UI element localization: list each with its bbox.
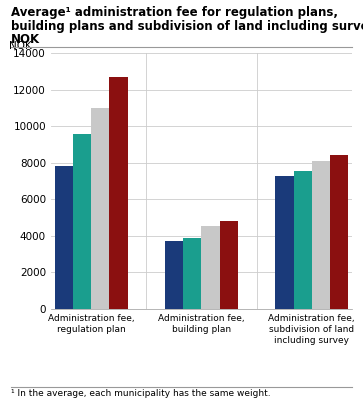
Bar [220, 221, 238, 309]
Bar [312, 161, 330, 309]
Text: ¹ In the average, each municipality has the same weight.: ¹ In the average, each municipality has … [11, 389, 270, 398]
Bar [109, 77, 127, 309]
Bar [201, 226, 220, 309]
Bar [330, 155, 348, 309]
Text: Average¹ administration fee for regulation plans,: Average¹ administration fee for regulati… [11, 6, 338, 19]
Bar [183, 238, 201, 309]
Bar [73, 133, 91, 309]
Text: NOK: NOK [11, 33, 40, 46]
Bar [276, 176, 294, 309]
Text: NOK: NOK [9, 40, 31, 51]
Bar [55, 166, 73, 309]
Text: building plans and subdivision of land including survey.: building plans and subdivision of land i… [11, 20, 363, 33]
Bar [91, 108, 109, 309]
Bar [294, 171, 312, 309]
Bar [165, 241, 183, 309]
